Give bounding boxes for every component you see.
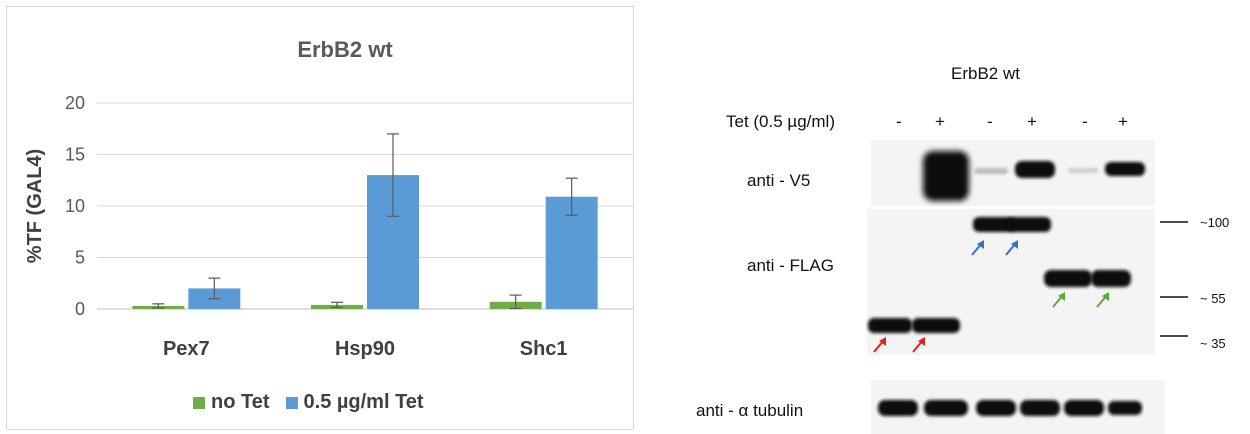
blot-image <box>867 140 1188 434</box>
marker-55: ~ 55 <box>1200 291 1226 306</box>
band-tubulin-lane1 <box>878 400 918 416</box>
legend-item-tet: 0.5 µg/ml Tet <box>285 391 424 414</box>
x-tick-label: Shc1 <box>520 338 568 360</box>
arrow-red-2 <box>912 337 925 353</box>
y-axis-label: %TF (GAL4) <box>24 149 46 263</box>
band-flag-lane2 <box>912 318 960 333</box>
western-blot-panel: ErbB2 wt Tet (0.5 µg/ml) - + - + - + ant… <box>640 0 1250 434</box>
legend-item-no-tet: no Tet <box>193 391 270 414</box>
arrow-blue-2 <box>1005 240 1018 256</box>
band-v5-lane5 <box>1068 168 1098 173</box>
band-tubulin-lane4 <box>1020 400 1060 416</box>
band-flag-lane5 <box>1044 270 1092 287</box>
blot-title: ErbB2 wt <box>951 64 1020 83</box>
row-label-v5: anti - V5 <box>747 171 811 190</box>
x-tick-label: Hsp90 <box>335 338 395 360</box>
y-tick-label: 10 <box>65 196 85 216</box>
y-tick-label: 0 <box>75 299 85 319</box>
lane-sign-1: - <box>896 112 902 131</box>
lane-sign-4: + <box>1027 112 1037 131</box>
lane-sign-2: + <box>935 112 945 131</box>
y-tick-label: 5 <box>75 248 85 268</box>
legend-swatch-tet <box>285 396 298 409</box>
marker-100: ~100 <box>1200 215 1230 230</box>
band-tubulin-lane6 <box>1108 401 1142 415</box>
band-tubulin-lane5 <box>1064 400 1104 416</box>
bar-chart: ErbB2 wt %TF (GAL4) 0 5 10 15 20 Pex7 Hsp90 Shc1 <box>24 37 633 360</box>
arrow-blue-1 <box>971 240 984 256</box>
band-flag-lane4 <box>1007 217 1051 232</box>
y-tick-label: 20 <box>65 93 85 113</box>
arrow-red-1 <box>873 337 886 353</box>
chart-title: ErbB2 wt <box>297 37 393 62</box>
legend-label-tet: 0.5 µg/ml Tet <box>303 391 424 413</box>
band-tubulin-lane3 <box>976 400 1016 416</box>
legend-label-no-tet: no Tet <box>211 391 270 413</box>
tet-label: Tet (0.5 µg/ml) <box>726 112 835 131</box>
band-flag-lane6 <box>1091 270 1131 287</box>
row-label-tubulin: anti - α tubulin <box>696 401 804 420</box>
band-v5-lane4 <box>1015 161 1055 178</box>
lane-sign-3: - <box>987 112 993 131</box>
band-v5-lane6 <box>1105 162 1145 176</box>
legend-swatch-no-tet <box>193 396 205 409</box>
arrow-green-2 <box>1096 292 1109 308</box>
chart-legend: no Tet 0.5 µg/ml Tet <box>193 391 440 414</box>
band-v5-lane3 <box>974 168 1008 174</box>
row-label-flag: anti - FLAG <box>747 256 834 275</box>
y-tick-label: 15 <box>65 145 85 165</box>
arrow-green-1 <box>1052 292 1065 308</box>
bar-chart-panel: ErbB2 wt %TF (GAL4) 0 5 10 15 20 Pex7 Hsp90 Shc1 … <box>6 6 634 430</box>
marker-35: ~ 35 <box>1200 336 1226 351</box>
lane-sign-5: - <box>1082 112 1088 131</box>
lane-sign-6: + <box>1118 112 1128 131</box>
band-flag-lane3 <box>973 217 1015 232</box>
band-v5-lane2 <box>923 151 969 201</box>
band-flag-lane1 <box>868 318 912 333</box>
band-tubulin-lane2 <box>924 400 968 416</box>
x-tick-label: Pex7 <box>163 338 210 360</box>
